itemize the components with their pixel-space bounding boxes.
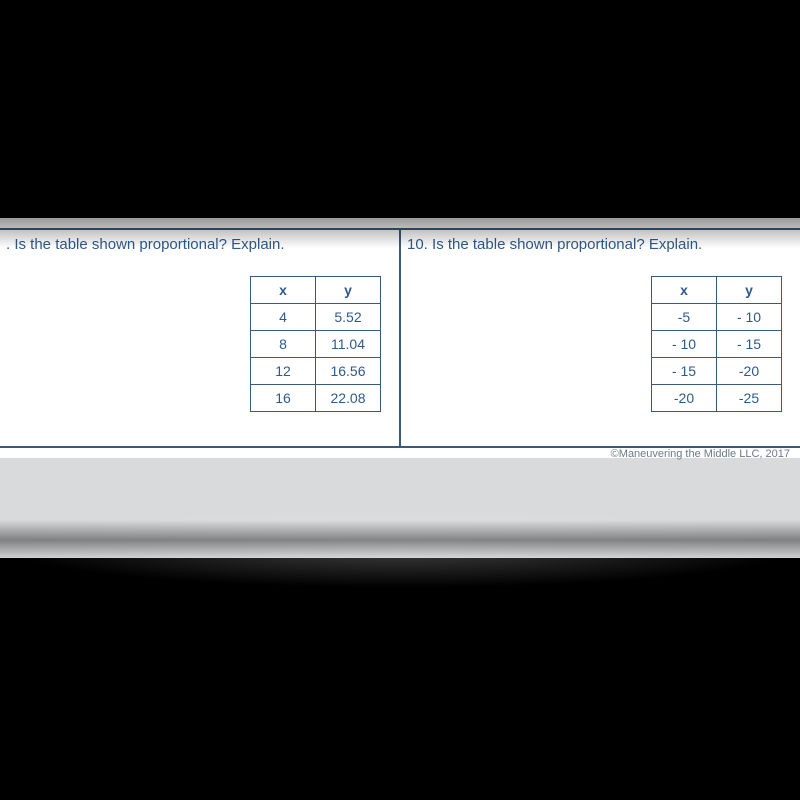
cell-x: 8 xyxy=(251,331,316,358)
cell-x: 16 xyxy=(251,385,316,412)
col-header-x: x xyxy=(251,277,316,304)
table-row: -5 - 10 xyxy=(652,304,782,331)
table-row: 12 16.56 xyxy=(251,358,381,385)
worksheet-paper: . Is the table shown proportional? Expla… xyxy=(0,218,800,458)
cell-y: - 15 xyxy=(717,331,782,358)
copyright-text: ©Maneuvering the Middle LLC, 2017 xyxy=(611,448,790,460)
monitor-screen: . Is the table shown proportional? Expla… xyxy=(0,218,800,558)
problem-number: 10. xyxy=(407,236,428,253)
cell-y: -20 xyxy=(717,358,782,385)
table-row: 8 11.04 xyxy=(251,331,381,358)
problem-10-table: x y -5 - 10 - 10 - 15 - 15 -20 xyxy=(651,276,782,412)
table-row: - 10 - 15 xyxy=(652,331,782,358)
col-header-y: y xyxy=(717,277,782,304)
cell-x: 4 xyxy=(251,304,316,331)
table-header-row: x y xyxy=(251,277,381,304)
col-header-x: x xyxy=(652,277,717,304)
problems-row: . Is the table shown proportional? Expla… xyxy=(0,228,800,448)
cell-y: - 10 xyxy=(717,304,782,331)
cell-x: 12 xyxy=(251,358,316,385)
cell-x: -5 xyxy=(652,304,717,331)
cell-y: 5.52 xyxy=(316,304,381,331)
cell-y: 16.56 xyxy=(316,358,381,385)
cell-x: - 10 xyxy=(652,331,717,358)
cell-x: - 15 xyxy=(652,358,717,385)
problem-10-prompt: 10. Is the table shown proportional? Exp… xyxy=(407,236,792,253)
cell-y: 22.08 xyxy=(316,385,381,412)
table-row: 16 22.08 xyxy=(251,385,381,412)
reflection-bar xyxy=(0,520,800,560)
problem-9-table: x y 4 5.52 8 11.04 12 16.56 xyxy=(250,276,381,412)
cell-x: -20 xyxy=(652,385,717,412)
table-row: - 15 -20 xyxy=(652,358,782,385)
col-header-y: y xyxy=(316,277,381,304)
problem-9-prompt: . Is the table shown proportional? Expla… xyxy=(6,236,391,253)
problem-10: 10. Is the table shown proportional? Exp… xyxy=(401,230,800,446)
problem-9: . Is the table shown proportional? Expla… xyxy=(0,230,401,446)
cell-y: -25 xyxy=(717,385,782,412)
cell-y: 11.04 xyxy=(316,331,381,358)
problem-10-prompt-text: Is the table shown proportional? Explain… xyxy=(432,236,702,253)
table-row: -20 -25 xyxy=(652,385,782,412)
table-header-row: x y xyxy=(652,277,782,304)
table-row: 4 5.52 xyxy=(251,304,381,331)
vignette-bottom xyxy=(0,650,800,800)
